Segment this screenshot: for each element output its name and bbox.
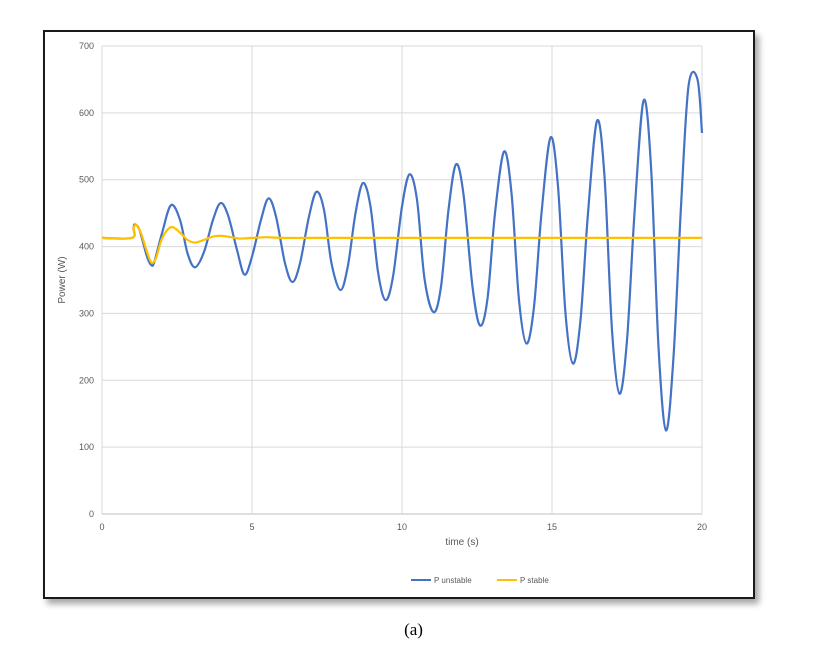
x-tick-label: 0 <box>99 522 104 532</box>
x-axis-label: time (s) <box>445 537 478 548</box>
legend: P unstable P stable <box>411 576 549 585</box>
line-chart: 0 100 200 300 400 500 600 700 0 5 10 15 20 Power (W… <box>57 41 707 585</box>
x-tick-labels: 0 5 10 15 20 <box>99 522 707 532</box>
y-tick-label: 0 <box>89 509 94 519</box>
x-tick-label: 20 <box>697 522 707 532</box>
y-tick-label: 200 <box>79 375 94 385</box>
series-line-p-stable <box>101 223 702 264</box>
gridlines <box>101 45 703 515</box>
series-lines <box>101 70 704 432</box>
y-tick-labels: 0 100 200 300 400 500 600 700 <box>79 41 94 519</box>
y-tick-label: 500 <box>79 175 94 185</box>
y-tick-label: 600 <box>79 108 94 118</box>
x-tick-label: 15 <box>547 522 557 532</box>
y-tick-label: 400 <box>79 242 94 252</box>
legend-label-p-stable: P stable <box>520 576 549 585</box>
y-tick-label: 300 <box>79 308 94 318</box>
x-tick-label: 10 <box>397 522 407 532</box>
chart-frame: 0 100 200 300 400 500 600 700 0 5 10 15 20 Power (W… <box>43 30 755 599</box>
y-tick-label: 700 <box>79 41 94 51</box>
y-axis-label: Power (W) <box>57 256 68 303</box>
legend-label-p-unstable: P unstable <box>434 576 472 585</box>
y-tick-label: 100 <box>79 442 94 452</box>
figure-caption: (a) <box>404 620 423 639</box>
series-line-p-unstable <box>101 70 704 432</box>
x-tick-label: 5 <box>249 522 254 532</box>
